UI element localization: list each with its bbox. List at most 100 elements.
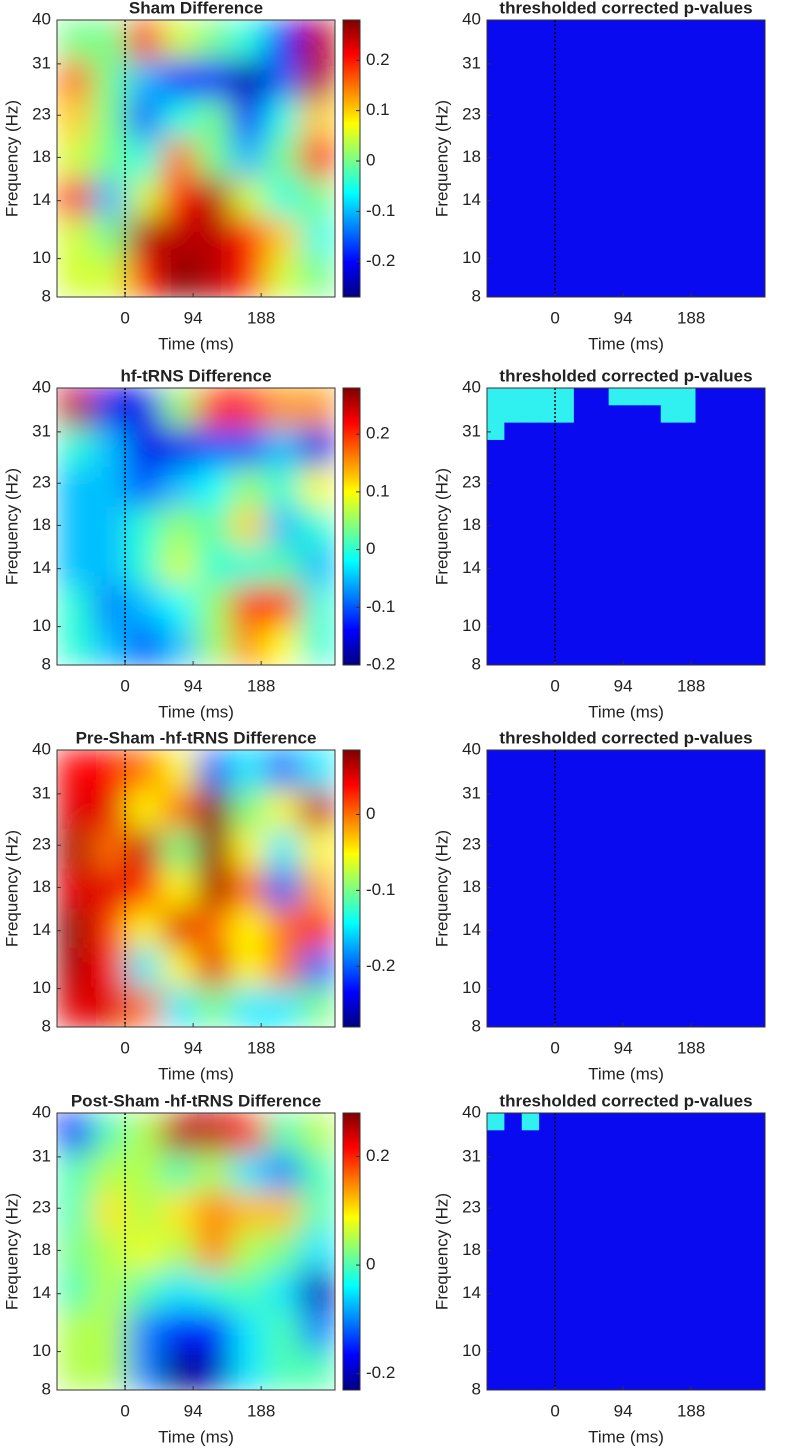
cell bbox=[660, 595, 679, 614]
cell bbox=[504, 543, 523, 562]
cell bbox=[539, 1286, 558, 1305]
cell bbox=[747, 561, 765, 580]
x-tick-label: 94 bbox=[614, 308, 633, 327]
cell bbox=[300, 178, 335, 219]
cell bbox=[539, 1113, 558, 1131]
cell bbox=[126, 1192, 162, 1233]
y-tick-label: 14 bbox=[32, 920, 51, 939]
cell bbox=[695, 1355, 714, 1374]
cell bbox=[230, 1271, 267, 1312]
cell bbox=[300, 1350, 335, 1390]
colorbar-tick-label: -0.2 bbox=[366, 1363, 395, 1382]
cell bbox=[747, 509, 765, 528]
cell bbox=[126, 868, 162, 909]
cell bbox=[556, 439, 575, 458]
heatmap bbox=[57, 20, 335, 297]
x-tick-label: 94 bbox=[184, 1038, 203, 1057]
y-tick-label: 8 bbox=[472, 654, 481, 673]
cell bbox=[747, 1355, 765, 1374]
cell bbox=[161, 138, 197, 179]
cell bbox=[712, 1182, 731, 1201]
cell bbox=[230, 868, 267, 909]
cell bbox=[57, 99, 93, 140]
cell bbox=[608, 491, 627, 510]
cell bbox=[730, 491, 749, 510]
cell bbox=[643, 1251, 662, 1270]
cell bbox=[504, 491, 523, 510]
cell bbox=[230, 1113, 267, 1154]
cell bbox=[230, 750, 267, 791]
cell bbox=[695, 561, 714, 580]
cell bbox=[573, 491, 592, 510]
cell bbox=[695, 405, 714, 424]
cell bbox=[196, 546, 232, 587]
cell bbox=[573, 1130, 592, 1149]
cell bbox=[678, 647, 697, 665]
x-tick-label: 94 bbox=[184, 676, 203, 695]
cell bbox=[626, 1147, 644, 1166]
y-tick-label: 10 bbox=[462, 1341, 481, 1360]
cell bbox=[660, 422, 679, 441]
cell bbox=[591, 422, 610, 441]
cell bbox=[196, 138, 232, 179]
chart-title: thresholded corrected p-values bbox=[499, 0, 752, 17]
cell bbox=[521, 405, 540, 424]
heatmap bbox=[487, 388, 765, 665]
x-tick-label: 188 bbox=[247, 1038, 275, 1057]
y-tick-label: 10 bbox=[462, 248, 481, 267]
cell bbox=[196, 467, 232, 508]
cell bbox=[626, 630, 644, 649]
y-tick-label: 23 bbox=[462, 835, 481, 854]
cell bbox=[678, 543, 697, 562]
cell bbox=[591, 543, 610, 562]
cell bbox=[643, 526, 662, 545]
heatmap-cells bbox=[57, 1113, 335, 1390]
cell bbox=[230, 388, 267, 429]
cell bbox=[556, 474, 575, 493]
cell bbox=[521, 1286, 540, 1305]
cell bbox=[643, 1216, 662, 1235]
cell bbox=[539, 1355, 558, 1374]
cell bbox=[521, 1355, 540, 1374]
cell bbox=[608, 647, 627, 665]
cell bbox=[712, 630, 731, 649]
y-tick-label: 8 bbox=[42, 1379, 51, 1398]
cell bbox=[730, 561, 749, 580]
cell bbox=[504, 1251, 523, 1270]
cell bbox=[230, 1152, 267, 1193]
cell bbox=[608, 509, 627, 528]
cell bbox=[91, 1231, 128, 1272]
cell bbox=[230, 829, 267, 870]
cell bbox=[591, 457, 610, 476]
y-tick-label: 14 bbox=[462, 558, 481, 577]
cell bbox=[487, 1216, 505, 1235]
cell bbox=[678, 509, 697, 528]
cell bbox=[747, 543, 765, 562]
cell bbox=[556, 561, 575, 580]
cell bbox=[91, 750, 128, 791]
cell bbox=[695, 1372, 714, 1390]
cell bbox=[608, 613, 627, 631]
cell bbox=[265, 99, 301, 140]
cell bbox=[573, 1251, 592, 1270]
cell bbox=[556, 1164, 575, 1183]
cell bbox=[591, 1338, 610, 1356]
cell bbox=[643, 1303, 662, 1322]
cell bbox=[678, 578, 697, 597]
cell bbox=[196, 217, 232, 259]
x-tick-label: 94 bbox=[614, 1038, 633, 1057]
cell bbox=[126, 546, 162, 587]
cell bbox=[712, 1164, 731, 1183]
cell bbox=[591, 388, 610, 406]
cell bbox=[608, 578, 627, 597]
cell bbox=[487, 1268, 505, 1287]
cell bbox=[573, 422, 592, 441]
cell bbox=[573, 561, 592, 580]
cell bbox=[504, 474, 523, 493]
cell bbox=[608, 1182, 627, 1201]
cell bbox=[196, 829, 232, 870]
y-tick-label: 23 bbox=[462, 1198, 481, 1217]
cell bbox=[556, 595, 575, 614]
cell bbox=[300, 868, 335, 909]
